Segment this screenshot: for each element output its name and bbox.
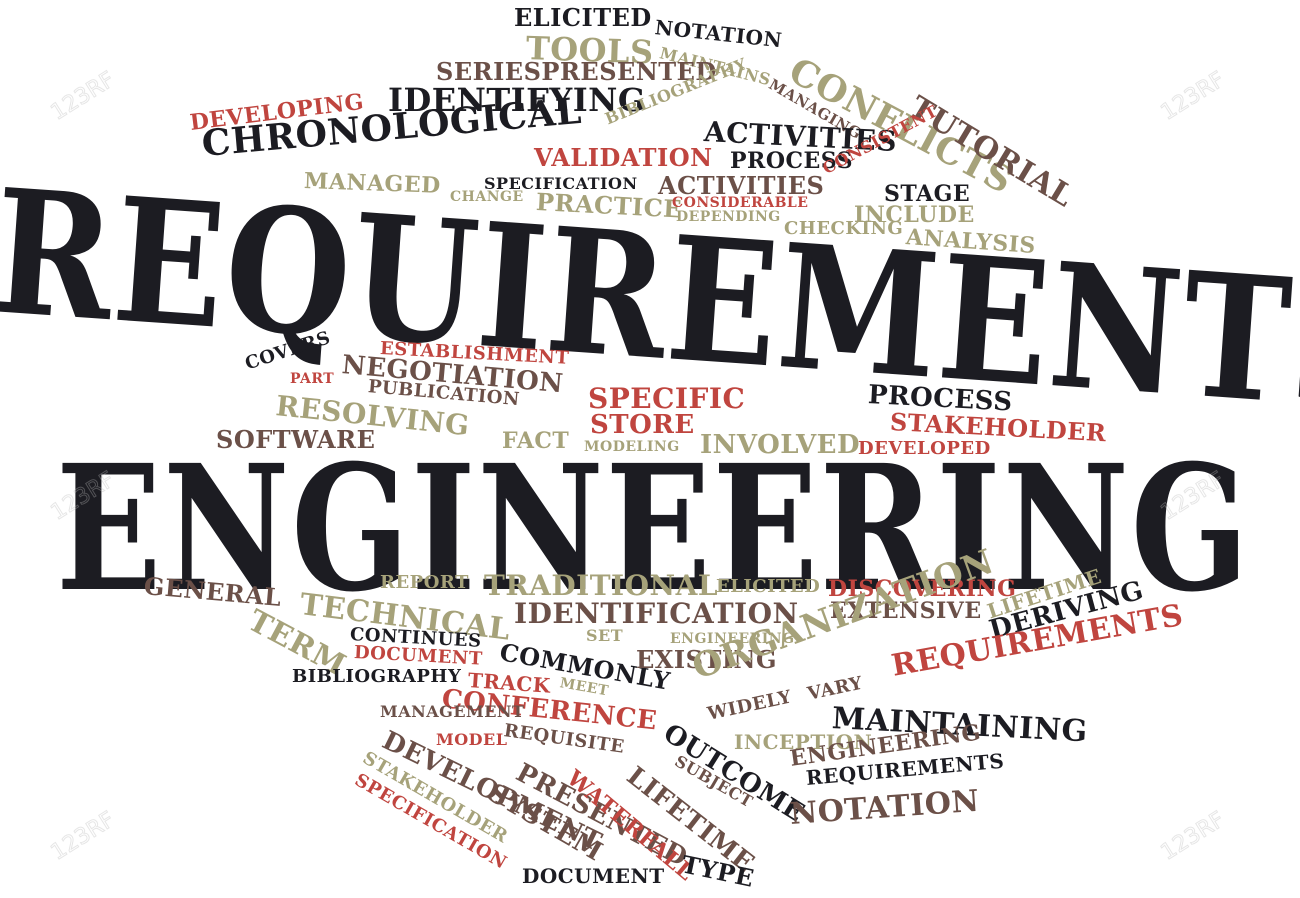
- word: ENGINEERING: [670, 631, 795, 647]
- word: CHECKING: [784, 218, 904, 239]
- svg-text:123RF: 123RF: [1157, 807, 1230, 865]
- word: IDENTIFYING: [388, 81, 646, 119]
- svg-text:123RF: 123RF: [47, 67, 120, 125]
- word: REPORT: [380, 572, 469, 593]
- word: DEVELOPED: [858, 438, 991, 459]
- word: ACTIVITIES: [658, 171, 825, 200]
- word: PROCESS: [730, 148, 854, 174]
- svg-text:123RF: 123RF: [47, 807, 120, 865]
- word: INVOLVED: [700, 430, 861, 460]
- word-big-engineering: ENGINEERING: [56, 427, 1251, 630]
- word: ELICITED: [716, 576, 821, 597]
- word: SPECIFICATION: [484, 174, 638, 193]
- word: DEPENDING: [676, 209, 781, 225]
- word: SOFTWARE: [216, 425, 376, 454]
- word: CHANGE: [450, 189, 524, 205]
- word: EXISTING: [636, 645, 777, 674]
- word: WIDELY: [705, 686, 794, 725]
- word: PART: [290, 371, 335, 387]
- watermark-stamp: 123RF: [46, 807, 120, 866]
- word: VALIDATION: [534, 143, 713, 172]
- word: MODELING: [584, 439, 680, 455]
- watermark-stamp: 123RF: [46, 67, 120, 126]
- word: TRADITIONAL: [484, 569, 719, 602]
- word: ELICITED: [514, 3, 652, 32]
- word: MANAGEMENT: [380, 702, 525, 721]
- word: DOCUMENT: [522, 864, 665, 888]
- word: DISCOVERING: [828, 576, 1017, 602]
- word: FACT: [502, 428, 570, 454]
- word: MANAGED: [303, 168, 442, 199]
- watermark-stamp: 123RF: [1156, 67, 1230, 126]
- word: STORE: [590, 410, 695, 440]
- word: VARY: [805, 672, 865, 705]
- word: MODEL: [436, 730, 508, 749]
- word: NOTATION: [788, 783, 981, 832]
- word: CONSIDERABLE: [672, 195, 809, 211]
- word: BIBLIOGRAPHY: [292, 666, 462, 687]
- word: SPECIFIC: [588, 382, 746, 415]
- word: SERIESPRESENTED: [436, 57, 717, 86]
- svg-text:123RF: 123RF: [1157, 67, 1230, 125]
- word: STAGE: [884, 181, 971, 207]
- word: PRACTICE: [535, 187, 683, 224]
- word: EXTENSIVE: [830, 598, 982, 624]
- word: INCEPTION: [734, 730, 873, 754]
- word: IDENTIFICATION: [514, 597, 799, 630]
- watermark-stamp: 123RF: [1156, 807, 1230, 866]
- word: INCLUDE: [854, 202, 975, 228]
- word: SET: [586, 626, 624, 645]
